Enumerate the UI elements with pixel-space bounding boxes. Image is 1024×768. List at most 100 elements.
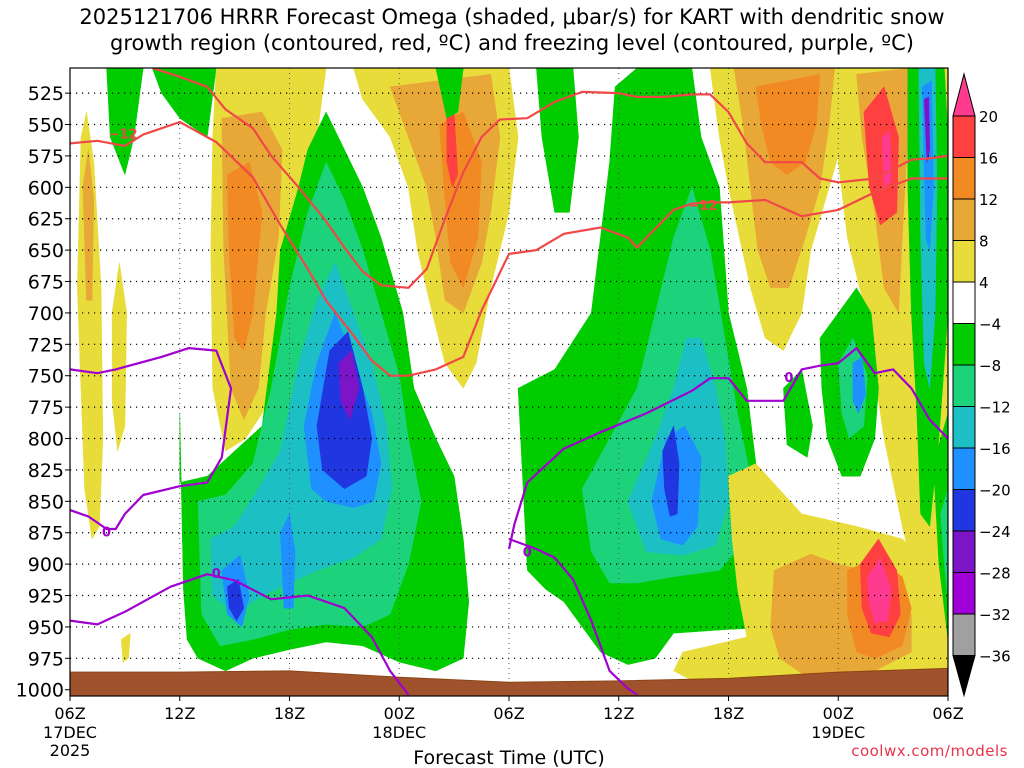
colorbar: 20 16 12 8 4 −4 −8 −12 −16 −20 −24 −28 −32 −36 [952, 72, 1011, 698]
omega-shade-region [338, 350, 360, 420]
colorbar-swatch [952, 530, 976, 573]
omega-shade-region [852, 356, 866, 414]
axes: 525 550 575 600 625 650 675 700 725 750 775 800 825 8… [16, 83, 964, 760]
omega-shading [77, 68, 948, 690]
y-tick-label: 700 [28, 303, 64, 325]
y-tick-label: 825 [28, 460, 64, 482]
colorbar-swatch [952, 447, 976, 490]
contour-label: −12 [109, 127, 138, 142]
colorbar-label: −28 [979, 565, 1011, 583]
x-tick-label: 00Z [384, 704, 415, 723]
freezing-level-contour [508, 537, 638, 696]
colorbar-swatch [952, 281, 976, 324]
x-tick-label: 18Z [274, 704, 305, 723]
colorbar-swatch [952, 613, 976, 656]
colorbar-label: 16 [979, 150, 998, 168]
y-tick-label: 725 [28, 334, 64, 356]
y-tick-label: 750 [28, 366, 64, 388]
colorbar-label: −20 [979, 482, 1011, 500]
contour-lines [70, 68, 948, 696]
y-tick-label: 850 [28, 491, 64, 513]
omega-shade-region [863, 86, 899, 226]
y-tick-label: 775 [28, 397, 64, 419]
omega-shade-region [111, 262, 127, 452]
y-tick-label: 950 [28, 617, 64, 639]
omega-shade-region [933, 413, 948, 640]
x-tick-date-label: 18DEC [372, 723, 426, 742]
colorbar-swatch [952, 572, 976, 615]
x-axis-label: Forecast Time (UTC) [413, 747, 604, 768]
omega-shade-region [435, 68, 464, 119]
y-tick-label: 900 [28, 554, 64, 576]
x-tick-label: 06Z [932, 704, 963, 723]
chart-title: 2025121706 HRRR Forecast Omega (shaded, … [0, 4, 1024, 56]
contour-label: −12 [688, 199, 717, 214]
contour-label: 0 [523, 546, 532, 561]
y-tick-label: 1000 [16, 680, 64, 702]
colorbar-swatch [952, 115, 976, 158]
colorbar-label: −4 [979, 316, 1001, 334]
colorbar-label: −8 [979, 357, 1001, 375]
x-tick-label: 00Z [823, 704, 854, 723]
omega-shade-region [662, 425, 680, 517]
colorbar-label: −16 [979, 440, 1011, 458]
dgz-minus12-contour [151, 68, 948, 289]
x-tick-date-label: 17DEC [43, 723, 97, 742]
contour-labels: −12 −12 0 0 0 0 [102, 127, 793, 582]
omega-shade-region [923, 96, 930, 163]
omega-shade-region [881, 130, 892, 188]
contour-label: 0 [102, 525, 111, 540]
y-tick-label: 800 [28, 429, 64, 451]
omega-shade-region [227, 161, 263, 351]
colorbar-swatch [952, 489, 976, 532]
colorbar-swatch [952, 198, 976, 241]
terrain-ground [70, 667, 948, 696]
contour-label: 0 [784, 371, 793, 386]
y-tick-label: 650 [28, 240, 64, 262]
colorbar-label: −32 [979, 606, 1011, 624]
colorbar-swatch [952, 240, 976, 283]
colorbar-label: −36 [979, 648, 1011, 666]
colorbar-swatch [952, 323, 976, 366]
x-tick-label: 12Z [603, 704, 634, 723]
colorbar-label: 20 [979, 108, 998, 126]
y-tick-label: 625 [28, 209, 64, 231]
x-tick-label: 18Z [713, 704, 744, 723]
y-tick-label: 575 [28, 146, 64, 168]
terrain-band [70, 667, 948, 696]
omega-shade-region [940, 488, 948, 603]
x-tick-date-label: 19DEC [811, 723, 865, 742]
contour-label: 0 [212, 567, 221, 582]
colorbar-swatch [952, 364, 976, 407]
freezing-level-contour [70, 347, 233, 531]
omega-shade-region [536, 68, 579, 213]
y-tick-label: 975 [28, 648, 64, 670]
omega-shade-region [280, 513, 296, 609]
y-tick-label: 675 [28, 272, 64, 294]
x-tick-year-label: 2025 [50, 741, 91, 760]
y-tick-label: 550 [28, 115, 64, 137]
colorbar-swatch [952, 157, 976, 200]
x-tick-label: 12Z [164, 704, 195, 723]
omega-shade-region [120, 632, 131, 663]
chart-title-line-2: growth region (contoured, red, ºC) and f… [110, 31, 914, 55]
y-tick-label: 925 [28, 586, 64, 608]
colorbar-top-arrow [952, 72, 976, 117]
y-tick-label: 875 [28, 523, 64, 545]
omega-shade-region [755, 74, 821, 176]
y-tick-label: 525 [28, 83, 64, 105]
omega-shade-region [106, 68, 144, 176]
gridlines [69, 68, 949, 696]
colorbar-label: 12 [979, 191, 998, 209]
y-tick-label: 600 [28, 177, 64, 199]
freezing-level-contour [507, 347, 948, 550]
colorbar-label: 8 [979, 233, 989, 251]
colorbar-label: −12 [979, 399, 1011, 417]
omega-shade-region [867, 557, 892, 624]
colorbar-label: 4 [979, 274, 989, 292]
dgz-minus12-contour [70, 120, 948, 377]
omega-shade-region [316, 331, 373, 490]
omega-shade-region [82, 149, 95, 301]
colorbar-bottom-arrow [952, 655, 976, 698]
